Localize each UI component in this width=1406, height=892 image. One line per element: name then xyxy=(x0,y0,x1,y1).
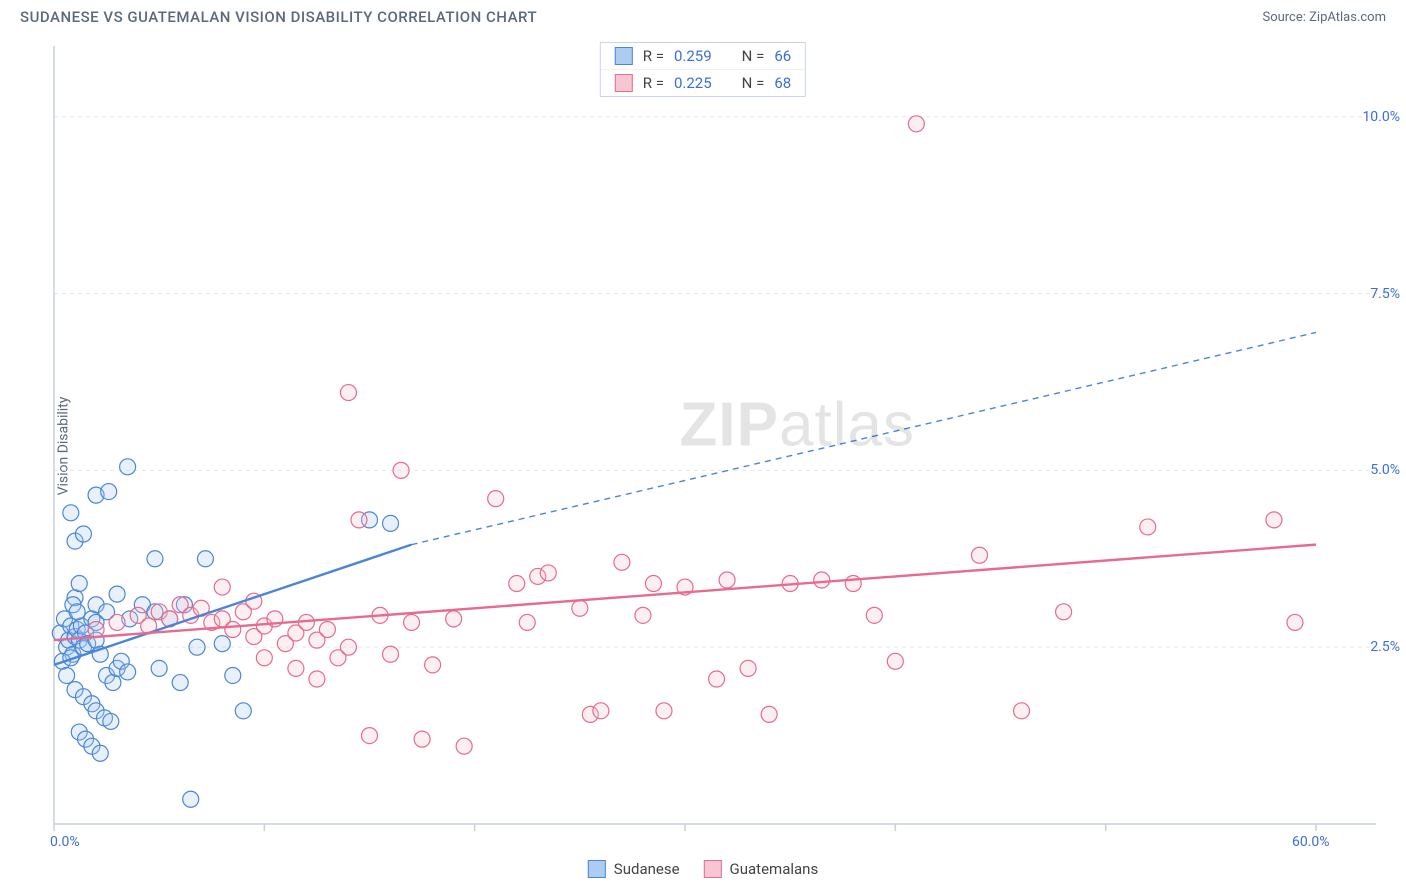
x-tick-label-min: 0.0% xyxy=(50,834,80,850)
series-legend: Sudanese Guatemalans xyxy=(588,860,818,878)
r-label: R = xyxy=(643,74,664,92)
swatch-guatemalans-icon xyxy=(615,74,633,92)
y-tick-label: 5.0% xyxy=(1370,462,1400,478)
n-label: N = xyxy=(742,47,765,65)
chart-header: SUDANESE VS GUATEMALAN VISION DISABILITY… xyxy=(0,0,1406,30)
r-label: R = xyxy=(643,47,664,65)
legend-label: Sudanese xyxy=(614,860,680,878)
stats-legend: R = 0.259 N = 66 R = 0.225 N = 68 xyxy=(600,42,806,97)
swatch-sudanese-icon xyxy=(588,860,606,878)
r-value-sudanese: 0.259 xyxy=(674,47,712,65)
swatch-sudanese-icon xyxy=(615,47,633,65)
x-tick-label-max: 60.0% xyxy=(1292,834,1330,850)
y-tick-label: 7.5% xyxy=(1370,286,1400,302)
legend-item-sudanese: Sudanese xyxy=(588,860,680,878)
r-value-guatemalans: 0.225 xyxy=(674,74,712,92)
chart-area: ZIPatlas xyxy=(48,40,1386,842)
y-tick-label: 2.5% xyxy=(1370,639,1400,655)
legend-label: Guatemalans xyxy=(730,860,819,878)
n-value-sudanese: 66 xyxy=(774,47,791,65)
swatch-guatemalans-icon xyxy=(704,860,722,878)
y-tick-label: 10.0% xyxy=(1362,109,1400,125)
stats-row-sudanese: R = 0.259 N = 66 xyxy=(601,43,805,69)
chart-source: Source: ZipAtlas.com xyxy=(1262,10,1386,25)
n-label: N = xyxy=(742,74,765,92)
legend-item-guatemalans: Guatemalans xyxy=(704,860,819,878)
chart-title: SUDANESE VS GUATEMALAN VISION DISABILITY… xyxy=(20,8,537,26)
n-value-guatemalans: 68 xyxy=(774,74,791,92)
scatter-plot-svg xyxy=(48,40,1386,842)
stats-row-guatemalans: R = 0.225 N = 68 xyxy=(601,69,805,96)
